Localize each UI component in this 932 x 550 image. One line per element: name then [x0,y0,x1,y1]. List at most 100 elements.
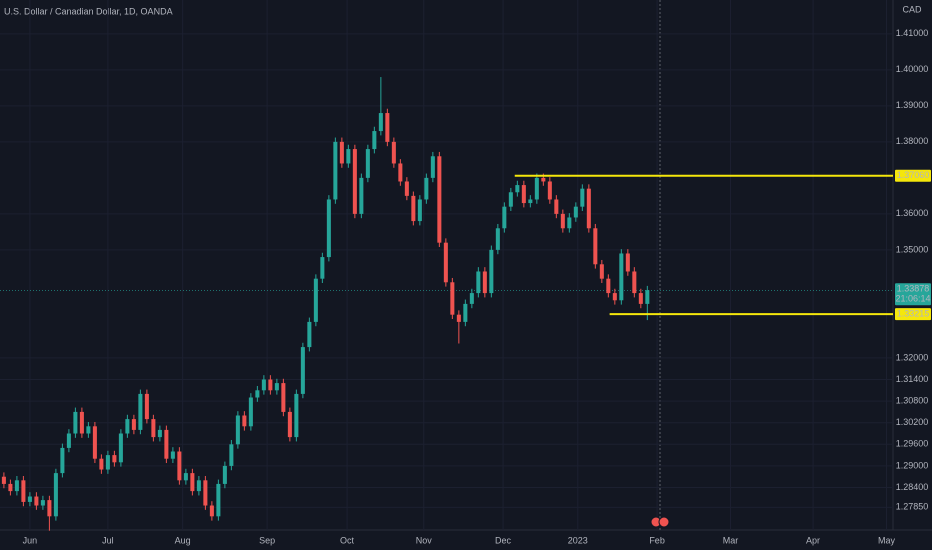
candle-body [378,113,383,132]
y-tick-label: 1.29000 [896,460,929,470]
x-tick-label: Feb [649,535,665,545]
x-tick-label: 2023 [568,535,588,545]
y-tick-label: 1.38000 [896,136,929,146]
candle-body [34,496,39,506]
x-tick-label: May [878,535,896,545]
candle-body [593,228,598,265]
candle-body [281,383,286,412]
x-tick-label: Apr [806,535,820,545]
y-tick-label: 1.29600 [896,439,929,449]
candle-body [482,271,487,294]
candle-body [560,213,565,229]
candle-body [476,271,481,294]
candle-body [456,314,461,322]
candle-body [203,480,208,506]
candle-body [333,141,338,200]
chart-title: U.S. Dollar / Canadian Dollar, 1D, OANDA [4,6,173,16]
candle-body [619,253,624,301]
candle-body [138,393,143,430]
y-tick-label: 1.30200 [896,417,929,427]
candle-body [443,242,448,283]
x-tick-label: Nov [416,535,433,545]
candle-body [92,426,97,459]
event-icon[interactable] [658,516,670,528]
candle-body [157,429,162,438]
last-price-label: 1.33878 [897,284,930,294]
candle-body [606,278,611,294]
candle-body [320,257,325,279]
y-tick-label: 1.41000 [896,28,929,38]
candle-body [352,149,357,214]
candle-body [437,156,442,243]
y-tick-label: 1.27850 [896,502,929,512]
candle-body [300,347,305,394]
candle-body [638,293,643,304]
candle-body [216,483,221,517]
candle-body [450,282,455,315]
candle-body [411,195,416,222]
candle-body [229,444,234,466]
candle-body [21,480,26,502]
candle-body [521,185,526,204]
x-tick-label: Jun [23,535,38,545]
candle-body [586,188,591,229]
candle-body [261,379,266,391]
candle-body [190,473,195,492]
events[interactable] [650,516,670,528]
candle-body [99,458,104,470]
candle-body [14,480,19,492]
candle-body [60,447,65,474]
candle-body [417,199,422,222]
candle-body [469,293,474,304]
candle-body [372,131,377,150]
last-price-box [895,283,931,306]
candle-body [66,433,71,448]
candle-body [255,390,260,398]
candle-body [346,149,351,164]
candle-body [79,411,84,434]
y-tick-label: 1.31400 [896,374,929,384]
x-tick-label: Dec [495,535,512,545]
level-label-box [895,169,931,182]
candle-body [554,199,559,214]
candle-body [534,177,539,200]
candle-body [339,141,344,164]
candle-body [326,199,331,258]
x-tick-label: Oct [340,535,355,545]
candle-body [307,321,312,348]
candle-body [209,505,214,517]
candle-body [515,185,520,193]
candle-body [235,415,240,445]
candle-body [489,249,494,294]
candle-body [508,192,513,207]
candle-body [268,379,273,391]
candle-body [47,500,52,517]
y-tick-label: 1.36000 [896,208,929,218]
candle-body [8,483,13,492]
level-label-box [895,308,931,321]
candle-body [365,149,370,178]
candle-body [125,419,130,434]
x-tick-label: Aug [175,535,191,545]
y-tick-label: 1.40000 [896,64,929,74]
level-label: 1.37060 [897,170,930,180]
candle-body [170,451,175,459]
candle-body [118,433,123,463]
candle-body [151,419,156,438]
level-label: 1.33215 [897,309,930,319]
candle-body [27,496,32,502]
y-tick-label: 1.28400 [896,482,929,492]
candle-body [385,113,390,142]
candle-body [53,473,58,517]
candle-body [73,411,78,434]
x-tick-label: Jul [102,535,114,545]
candle-body [86,426,91,434]
candle-body [528,199,533,204]
y-tick-label: 1.32000 [896,352,929,362]
candle-body [177,451,182,481]
candle-body [502,206,507,229]
candle-body [391,141,396,164]
countdown-label: 21:06:14 [895,294,930,304]
